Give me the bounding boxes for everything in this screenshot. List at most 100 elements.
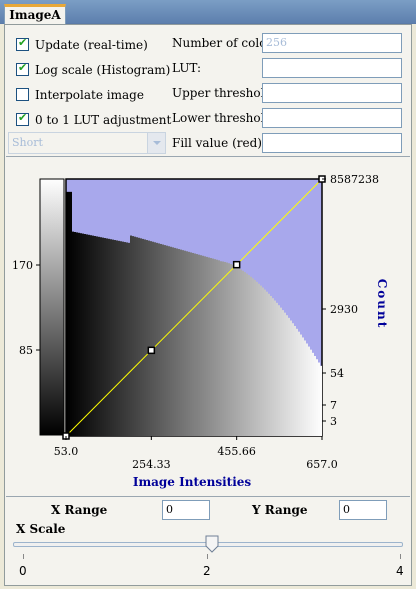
- y-tick-label: 8587238: [330, 173, 379, 186]
- histogram-bar: [270, 295, 272, 436]
- histogram-bar: [216, 259, 218, 436]
- histogram-bar: [278, 305, 280, 436]
- y-tick-label: 2930: [330, 303, 358, 316]
- update-realtime-checkbox[interactable]: Update (real-time): [16, 35, 176, 57]
- lower-threshold-label: Lower threshold:: [172, 111, 277, 125]
- x-axis-ticks: 53.0 254.33 455.66 657.0: [54, 436, 338, 471]
- histogram-bar: [152, 241, 154, 436]
- slider-tick: [23, 554, 24, 559]
- histogram-bar: [272, 298, 274, 436]
- histogram-bar: [114, 240, 116, 436]
- histogram-bar: [192, 252, 194, 436]
- histogram-bar: [236, 267, 238, 436]
- histogram-bar: [240, 269, 242, 436]
- histogram-bar: [232, 264, 234, 436]
- histogram-bar: [312, 352, 314, 436]
- histogram-bar: [162, 244, 164, 436]
- log-scale-checkbox[interactable]: Log scale (Histogram): [16, 60, 176, 82]
- checkbox-label: Interpolate image: [35, 88, 144, 102]
- histogram-bar: [182, 250, 184, 436]
- histogram-bar: [104, 238, 106, 436]
- histogram-bar: [174, 247, 176, 436]
- slider-tick: [400, 554, 401, 559]
- lut-control-point[interactable]: [147, 346, 156, 355]
- histogram-bars: [66, 191, 322, 436]
- fill-value-field[interactable]: [262, 133, 402, 153]
- histogram-bar: [76, 232, 78, 436]
- lut-control-point[interactable]: [232, 260, 241, 269]
- chevron-down-icon[interactable]: [147, 133, 165, 153]
- histogram-bar: [80, 233, 82, 436]
- histogram-bar: [320, 365, 322, 436]
- histogram-bar: [134, 236, 136, 436]
- histogram-bar: [88, 234, 90, 436]
- lower-threshold-field[interactable]: [262, 108, 402, 128]
- histogram-bar: [208, 257, 210, 436]
- histogram-bar: [256, 281, 258, 436]
- checkbox-box[interactable]: [16, 111, 29, 126]
- histogram-bar: [102, 237, 104, 436]
- y-range-label: Y Range: [252, 503, 308, 517]
- lut-adjustment-checkbox[interactable]: 0 to 1 LUT adjustment: [16, 110, 176, 132]
- controls-section: Update (real-time) Log scale (Histogram)…: [6, 28, 410, 158]
- histogram-bar: [108, 238, 110, 436]
- histogram-bar: [264, 289, 266, 436]
- checkbox-box[interactable]: [16, 88, 29, 101]
- slider-min-label: 0: [19, 564, 27, 578]
- histogram-bar: [144, 239, 146, 436]
- lut-field[interactable]: [262, 58, 402, 78]
- histogram-bar: [316, 359, 318, 436]
- x-scale-slider-thumb[interactable]: [205, 535, 219, 553]
- colorbar-tick-label: 85: [19, 344, 33, 357]
- histogram-bar: [194, 253, 196, 436]
- histogram-bar: [178, 249, 180, 436]
- histogram-bar: [286, 315, 288, 436]
- histogram-bar: [94, 236, 96, 436]
- histogram-bar: [260, 285, 262, 436]
- x-tick-label: 53.0: [54, 445, 79, 458]
- checkbox-box[interactable]: [16, 36, 29, 51]
- histogram-bar: [170, 246, 172, 436]
- histogram-bar: [164, 245, 166, 436]
- interpolate-image-checkbox[interactable]: Interpolate image: [16, 85, 176, 107]
- y-tick-label: 7: [330, 399, 337, 412]
- histogram-bar: [196, 254, 198, 436]
- histogram-bar: [248, 275, 250, 436]
- histogram-bar: [300, 334, 302, 436]
- histogram-bar: [126, 242, 128, 436]
- y-tick-label: 3: [330, 415, 337, 428]
- histogram-bar: [246, 273, 248, 436]
- y-range-field[interactable]: 0: [339, 500, 387, 520]
- histogram-bar: [262, 287, 264, 436]
- histogram-chart[interactable]: 170 85 53.0 254.33 455.66 657.0 8587238 2930 5…: [6, 158, 410, 498]
- x-axis-label: Image Intensities: [133, 475, 252, 489]
- histogram-bar: [156, 242, 158, 436]
- histogram-bar: [204, 256, 206, 436]
- histogram-bar: [304, 340, 306, 436]
- histogram-bar: [72, 231, 74, 436]
- histogram-bar: [308, 346, 310, 436]
- upper-threshold-field[interactable]: [262, 83, 402, 103]
- x-range-field[interactable]: 0: [162, 500, 210, 520]
- histogram-bar: [136, 237, 138, 436]
- checkbox-box[interactable]: [16, 61, 29, 76]
- histogram-bar: [276, 302, 278, 436]
- number-of-colors-field[interactable]: 256: [262, 33, 402, 53]
- histogram-bar: [266, 291, 268, 436]
- histogram-bar: [186, 251, 188, 436]
- histogram-bar: [302, 337, 304, 436]
- x-scale-label: X Scale: [16, 522, 66, 536]
- histogram-bar: [226, 262, 228, 436]
- histogram-bar: [294, 325, 296, 436]
- histogram-panel: 170 85 53.0 254.33 455.66 657.0 8587238 2930 5…: [6, 158, 410, 498]
- histogram-bar: [310, 349, 312, 436]
- histogram-bar: [290, 320, 292, 436]
- histogram-bar: [274, 300, 276, 436]
- histogram-bar: [176, 248, 178, 436]
- histogram-bar: [168, 246, 170, 436]
- upper-threshold-label: Upper threshold:: [172, 86, 277, 100]
- divider: [6, 156, 410, 157]
- tab-imagea[interactable]: ImageA: [4, 4, 66, 25]
- histogram-bar: [282, 310, 284, 436]
- data-type-select[interactable]: Short: [8, 132, 166, 154]
